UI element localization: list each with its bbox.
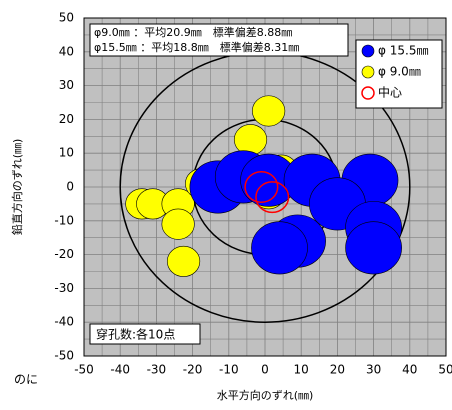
y-tick-label: -30 xyxy=(54,281,74,295)
point xyxy=(161,208,195,240)
y-tick-label: -20 xyxy=(54,247,74,261)
y-tick-label: 30 xyxy=(59,78,74,92)
x-tick-label: -10 xyxy=(219,363,239,377)
y-tick-label: -10 xyxy=(54,213,74,227)
x-axis-label: 水平方向のずれ(㎜) xyxy=(217,388,314,402)
y-tick-label: -50 xyxy=(54,349,74,363)
point xyxy=(345,221,402,275)
x-tick-label: -20 xyxy=(183,363,203,377)
legend-label: φ 15.5㎜ xyxy=(378,44,428,58)
y-tick-label: 10 xyxy=(59,146,74,160)
y-tick-label: -40 xyxy=(54,315,74,329)
x-tick-label: -30 xyxy=(147,363,167,377)
note-box xyxy=(89,323,201,345)
x-tick-label: -40 xyxy=(110,363,130,377)
plot-frame xyxy=(83,17,447,357)
y-tick-label: 40 xyxy=(59,44,74,58)
legend-label: 中心 xyxy=(378,85,402,100)
stray-text: のに xyxy=(14,373,38,387)
x-tick-label: -50 xyxy=(74,363,94,377)
y-tick-label: 0 xyxy=(66,180,74,194)
legend-label: φ 9.0㎜ xyxy=(378,65,421,79)
x-tick-label: 10 xyxy=(294,363,309,377)
y-tick-label: 20 xyxy=(59,112,74,126)
note: 穿孔数:各10点 xyxy=(96,327,175,342)
x-tick-label: 0 xyxy=(261,363,269,377)
legend-marker xyxy=(361,44,375,58)
y-tick-label: 50 xyxy=(59,11,74,25)
y-axis-label: 鉛直方向のずれ(㎜) xyxy=(10,139,24,236)
x-tick-label: 40 xyxy=(402,363,417,377)
point xyxy=(166,245,201,277)
point xyxy=(251,221,308,275)
marks xyxy=(125,95,402,277)
legend-marker xyxy=(361,65,375,79)
legend-marker xyxy=(361,86,375,100)
point xyxy=(233,124,268,156)
x-tick-label: 30 xyxy=(366,363,381,377)
point xyxy=(252,95,286,127)
x-tick-label: 50 xyxy=(438,363,452,377)
stats-line: φ9.0㎜ ：平均20.9㎜ 標準偏差8.88㎜ xyxy=(94,25,292,39)
point xyxy=(244,171,279,203)
stats-box xyxy=(89,23,349,57)
stats-line: φ15.5㎜ ：平均18.8㎜ 標準偏差8.31㎜ xyxy=(94,40,299,54)
x-tick-label: 20 xyxy=(330,363,345,377)
point xyxy=(255,181,290,214)
